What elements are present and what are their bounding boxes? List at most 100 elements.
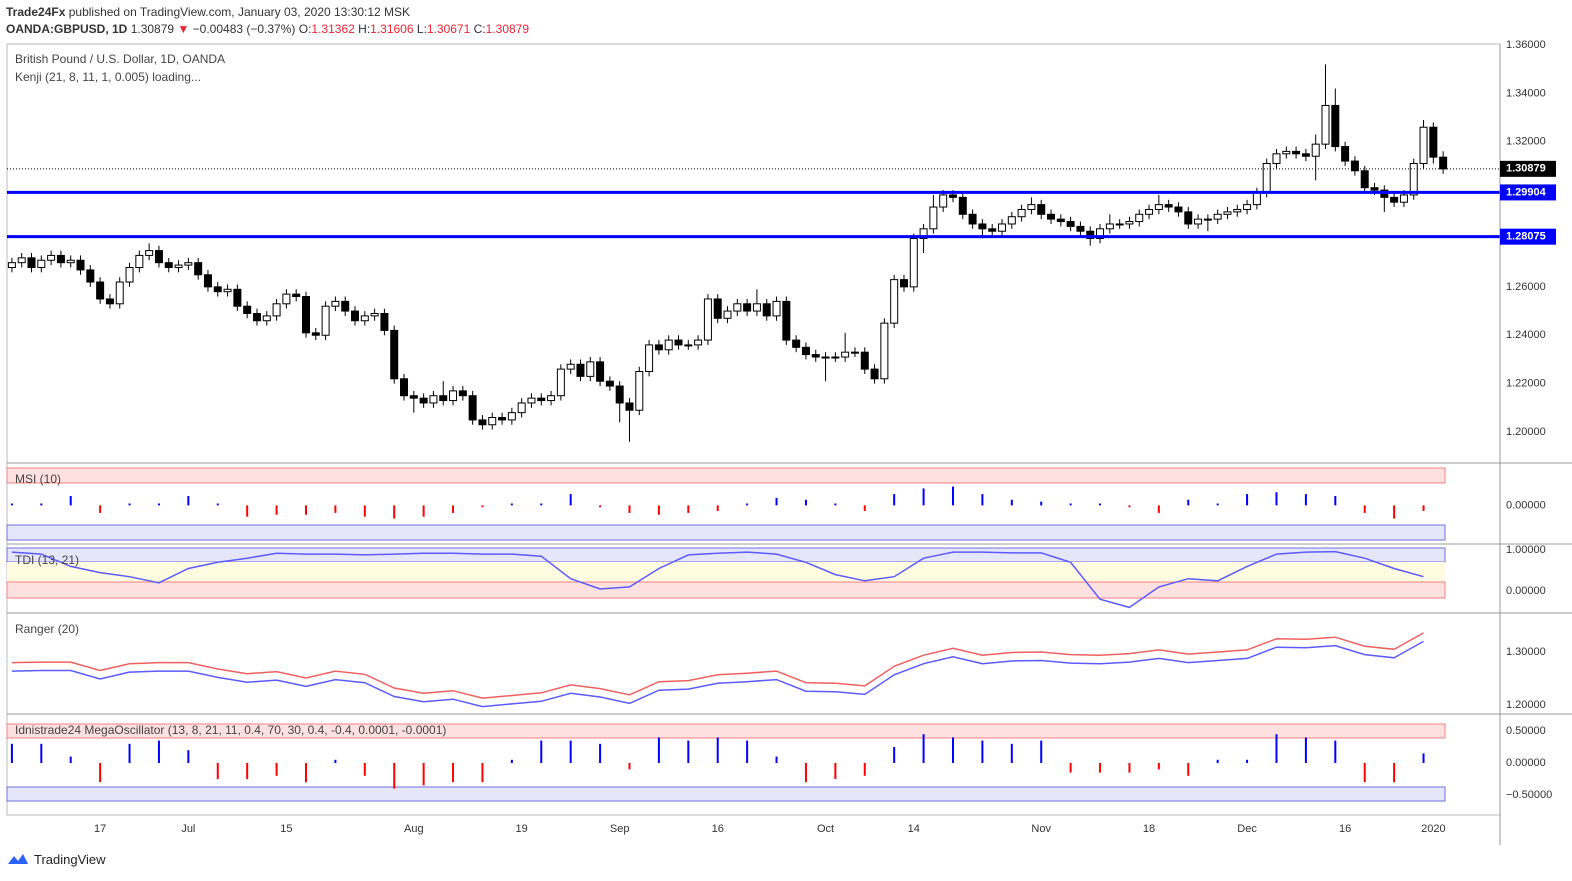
candle-body [419,397,428,404]
pane-title: Ranger (20) [15,622,79,636]
candle-body [654,344,663,351]
quote-value: 1.31362 [311,22,355,36]
quote-key: O: [298,22,312,36]
candle-body [1164,204,1173,208]
candle-body [1252,192,1261,206]
candle-body [645,344,654,373]
histogram-bar [922,734,925,763]
histogram-bar [1246,759,1249,763]
histogram-bar [246,505,249,517]
histogram-bar [99,763,102,783]
candle-body [135,254,144,269]
candle-body [439,395,448,402]
histogram-bar [981,740,984,763]
candle-body [409,395,418,399]
candle-body [1360,170,1369,189]
histogram-bar [452,505,455,513]
histogram-bar [422,505,425,517]
histogram-bar [1099,763,1102,773]
pane-title: Idnistrade24 MegaOscillator (13, 8, 21, … [15,723,446,737]
pane-subtitle: Kenji (21, 8, 11, 1, 0.005) loading... [15,70,201,84]
candle-body [772,300,781,317]
candle-body [1370,187,1379,191]
histogram-bar [510,759,513,763]
pane-title: TDI (13, 21) [15,553,79,567]
histogram-bar [334,505,337,513]
candle-body [27,257,36,269]
candle-body [252,312,261,322]
histogram-bar [1099,503,1102,506]
level-tag [1500,184,1556,201]
candle-body [939,194,948,208]
candle-body [478,419,487,426]
histogram-bar [128,503,131,506]
candle-body [1350,160,1359,172]
tdi-high-band [6,547,1446,563]
candle-body [292,293,301,298]
histogram-bar [716,737,719,763]
candle-body [919,228,928,239]
candle-body [154,250,163,264]
histogram-bar [275,763,278,776]
header: Trade24Fx published on TradingView.com, … [6,4,529,38]
candle-body [703,298,712,341]
histogram-bar [863,763,866,776]
candle-body [400,378,409,397]
histogram-bar [40,743,43,763]
candle-body [341,300,350,312]
histogram-bar [1128,763,1131,773]
histogram-bar [422,763,425,786]
histogram-bar [246,763,249,779]
histogram-bar [304,763,307,783]
candle-body [733,303,742,312]
logo [8,854,28,864]
candle-body [1311,143,1320,157]
histogram-bar [334,759,337,763]
candle-body [311,332,320,336]
separators [7,44,1572,845]
histogram-bar [1422,505,1425,512]
histogram-bar [10,743,13,763]
candle-body [899,279,908,288]
histogram-bar [834,763,837,779]
candle-body [1213,213,1222,220]
level-label: 1.29904 [1506,186,1547,198]
x-tick-label: Aug [404,823,424,835]
candle-body [596,361,605,382]
candle-body [145,250,154,256]
candle-body [743,303,752,312]
candle-body [948,194,957,198]
arrow: ▼ [177,22,190,36]
candle-body [880,322,889,380]
publish-line: Trade24Fx published on TradingView.com, … [6,4,529,21]
candle-body [988,228,997,232]
footer: TradingView [6,851,106,867]
candle-body [1390,196,1399,203]
histogram-bar [1363,505,1366,513]
candle-body [1105,223,1114,230]
candle-body [870,368,879,380]
histogram-bar [863,505,866,512]
candle-body [1243,204,1252,210]
histogram-bar [1128,505,1131,508]
y-tick-label: 1.32000 [1506,136,1546,148]
candle-body [1282,150,1291,155]
histogram-bar [216,763,219,779]
histogram-bar [1040,740,1043,763]
candle-body [694,339,703,346]
candle-body [66,259,75,264]
histogram-bar [746,740,749,763]
candle-body [96,281,105,300]
histogram-bar [216,503,219,506]
candle-body [351,310,360,322]
candle-body [998,223,1007,232]
histogram-bar [1069,503,1072,506]
candle-body [56,254,65,264]
candle-body [86,269,95,283]
candle-body [860,351,869,370]
histogram-bar [746,503,749,506]
candle-body [507,412,516,421]
change: −0.00483 (−0.37%) [192,22,296,36]
histogram-bar [540,740,543,763]
candle-body [1203,218,1212,221]
